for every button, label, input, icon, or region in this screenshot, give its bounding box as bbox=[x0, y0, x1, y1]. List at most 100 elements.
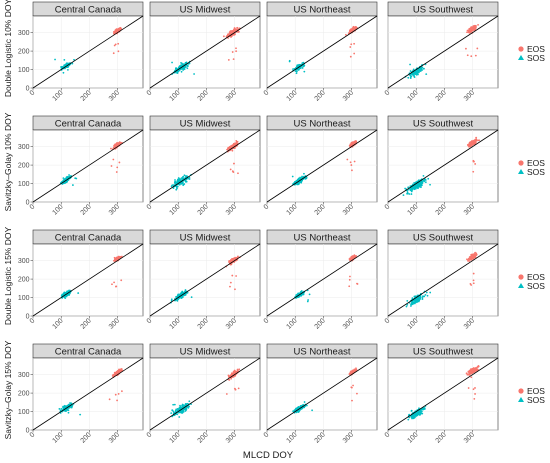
data-point bbox=[118, 161, 121, 164]
data-point bbox=[222, 35, 225, 38]
data-point bbox=[470, 370, 473, 373]
data-point bbox=[473, 397, 476, 400]
y-tick-label: 0 bbox=[26, 85, 30, 92]
facet-strip-label: US Northeast bbox=[293, 5, 350, 16]
data-point bbox=[180, 177, 183, 180]
x-tick-label: 100 bbox=[285, 317, 298, 330]
data-point bbox=[186, 65, 189, 68]
data-point bbox=[405, 305, 408, 308]
data-point bbox=[188, 400, 191, 403]
data-point bbox=[466, 373, 469, 376]
data-point bbox=[177, 294, 180, 297]
data-point bbox=[171, 61, 173, 64]
data-point bbox=[414, 295, 417, 298]
legend-key-eos bbox=[518, 160, 524, 166]
data-point bbox=[228, 261, 231, 264]
data-point bbox=[230, 377, 233, 380]
data-point bbox=[350, 144, 353, 147]
data-point bbox=[468, 370, 471, 372]
data-point bbox=[413, 302, 416, 305]
x-tick-label: 100 bbox=[51, 89, 64, 102]
data-point bbox=[229, 285, 231, 288]
reference-line bbox=[149, 129, 261, 203]
y-tick-label: 0 bbox=[26, 427, 30, 434]
data-point bbox=[113, 44, 116, 47]
data-point bbox=[468, 141, 471, 144]
data-point bbox=[413, 186, 416, 189]
data-point bbox=[420, 186, 422, 189]
data-point bbox=[176, 179, 179, 182]
legend-key-sos bbox=[518, 283, 524, 288]
data-point bbox=[70, 406, 73, 409]
x-tick-label: 0 bbox=[384, 89, 392, 97]
x-tick-label: 0 bbox=[384, 431, 392, 439]
facet-panel: US Midwest 0 100 200 300 bbox=[146, 115, 261, 217]
legend-key-sos bbox=[518, 55, 524, 60]
facet-panel: US Midwest 0 100 200 300 bbox=[146, 229, 261, 331]
data-point bbox=[350, 43, 353, 46]
data-point bbox=[236, 26, 239, 29]
data-point bbox=[423, 295, 426, 298]
y-axis-title: Double Logistic 15% DOY bbox=[3, 227, 13, 326]
data-point bbox=[171, 409, 174, 411]
data-point bbox=[415, 300, 418, 302]
x-tick-label: 100 bbox=[168, 431, 181, 444]
data-point bbox=[68, 289, 71, 292]
data-point bbox=[477, 365, 480, 367]
data-point bbox=[469, 29, 472, 31]
data-point bbox=[354, 140, 357, 142]
data-point bbox=[304, 177, 307, 179]
x-tick-label: 0 bbox=[263, 89, 271, 97]
data-point bbox=[300, 180, 303, 183]
x-tick-label: 300 bbox=[108, 317, 121, 330]
x-tick-label: 100 bbox=[406, 317, 419, 330]
data-point bbox=[116, 166, 119, 169]
data-point bbox=[190, 296, 193, 299]
data-point bbox=[288, 60, 291, 63]
data-point bbox=[296, 178, 299, 181]
legend-label: SOS bbox=[527, 53, 545, 63]
data-point bbox=[470, 253, 473, 256]
x-tick-label: 0 bbox=[29, 431, 37, 439]
data-point bbox=[170, 412, 173, 415]
data-point bbox=[303, 70, 306, 73]
data-point bbox=[417, 300, 420, 303]
data-point bbox=[237, 172, 239, 175]
data-point bbox=[474, 24, 476, 27]
data-point bbox=[234, 142, 237, 145]
data-point bbox=[182, 409, 184, 412]
data-point bbox=[298, 182, 300, 185]
facet-panel: US Southwest 0 100 200 300 bbox=[384, 343, 499, 445]
data-point bbox=[425, 291, 428, 294]
facet-strip-label: US Southwest bbox=[413, 347, 474, 358]
data-point bbox=[472, 279, 475, 282]
data-point bbox=[472, 253, 475, 256]
data-point bbox=[421, 184, 423, 187]
data-point bbox=[468, 258, 471, 261]
data-point bbox=[296, 182, 299, 185]
data-point bbox=[291, 175, 294, 178]
data-point bbox=[420, 410, 423, 413]
data-point bbox=[62, 292, 65, 295]
facet-panel: US Northeast 0 100 200 300 bbox=[263, 1, 378, 103]
x-tick-label: 100 bbox=[406, 203, 419, 216]
data-point bbox=[474, 254, 477, 257]
data-point bbox=[292, 410, 294, 413]
facet-strip-label: US Northeast bbox=[293, 347, 350, 358]
data-point bbox=[180, 70, 183, 73]
data-point bbox=[409, 73, 412, 76]
data-point bbox=[474, 140, 477, 143]
data-point bbox=[235, 275, 238, 277]
data-point bbox=[303, 401, 306, 403]
data-point bbox=[227, 374, 230, 377]
facet-strip-label: US Southwest bbox=[413, 119, 474, 130]
data-point bbox=[110, 165, 113, 167]
data-point bbox=[353, 160, 356, 163]
y-tick-label: 100 bbox=[18, 181, 30, 188]
data-point bbox=[112, 373, 115, 376]
x-tick-label: 200 bbox=[314, 203, 327, 216]
y-axis-title: Double Logistic 10% DOY bbox=[3, 0, 13, 97]
data-point bbox=[344, 33, 347, 36]
data-point bbox=[349, 46, 352, 48]
data-point bbox=[183, 174, 186, 177]
